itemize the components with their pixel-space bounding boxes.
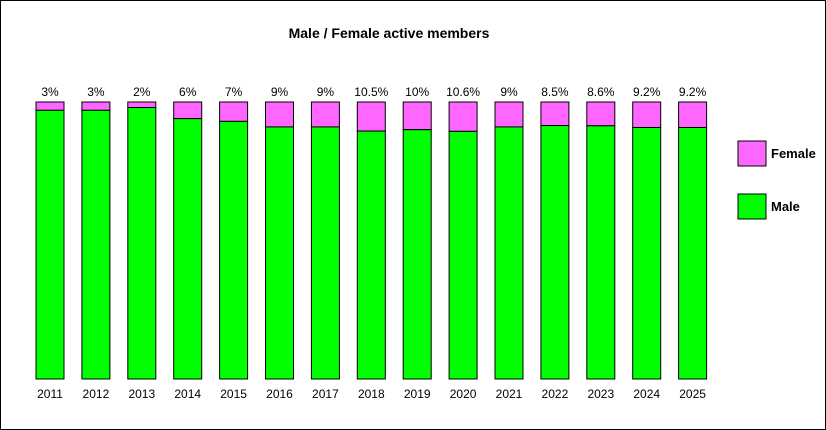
bar-female-2023 — [586, 101, 616, 127]
legend-swatch-female — [737, 140, 767, 167]
bar-female-2022 — [540, 101, 570, 127]
legend: Female Male — [737, 140, 816, 220]
bar-female-2011 — [35, 101, 65, 111]
data-label-2015: 7% — [225, 85, 243, 99]
data-label-2019: 10% — [405, 85, 429, 99]
bar-male-2011 — [35, 109, 65, 380]
data-label-2011: 3% — [41, 85, 59, 99]
x-tick-label-2015: 2015 — [220, 387, 247, 401]
data-label-2022: 8.5% — [541, 85, 569, 99]
bar-female-2018 — [356, 101, 386, 132]
data-label-2016: 9% — [271, 85, 289, 99]
bar-female-2016 — [265, 101, 294, 128]
bar-female-2017 — [310, 101, 340, 128]
bar-female-2013 — [127, 101, 157, 109]
bar-female-2012 — [81, 101, 111, 111]
x-tick-label-2024: 2024 — [633, 387, 660, 401]
bar-female-2024 — [632, 101, 662, 128]
x-tick-label-2016: 2016 — [266, 387, 293, 401]
chart-title: Male / Female active members — [289, 25, 490, 41]
data-label-2012: 3% — [87, 85, 105, 99]
x-tick-label-2013: 2013 — [128, 387, 155, 401]
x-tick-label-2012: 2012 — [83, 387, 110, 401]
data-label-2025: 9.2% — [679, 85, 707, 99]
bar-male-2024 — [632, 126, 662, 380]
bar-male-2022 — [540, 125, 570, 380]
bar-male-2023 — [586, 125, 616, 380]
data-label-2017: 9% — [317, 85, 335, 99]
data-label-2014: 6% — [179, 85, 197, 99]
bar-male-2021 — [494, 126, 524, 380]
bar-male-2015 — [219, 120, 249, 380]
x-tick-label-2011: 2011 — [37, 387, 63, 401]
x-tick-label-2017: 2017 — [312, 387, 339, 401]
bar-male-2014 — [173, 118, 203, 380]
legend-label-female: Female — [771, 146, 816, 161]
bar-male-2018 — [356, 130, 386, 380]
bar-female-2025 — [678, 101, 708, 128]
bar-female-2019 — [402, 101, 432, 131]
x-tick-label-2014: 2014 — [174, 387, 201, 401]
legend-swatch-male — [737, 193, 767, 220]
x-tick-label-2021: 2021 — [496, 387, 523, 401]
bar-male-2016 — [265, 126, 294, 380]
x-tick-label-2020: 2020 — [450, 387, 477, 401]
data-label-2013: 2% — [133, 85, 151, 99]
data-label-2023: 8.6% — [587, 85, 615, 99]
bar-female-2014 — [173, 101, 203, 120]
bar-male-2019 — [402, 129, 432, 380]
data-label-2024: 9.2% — [633, 85, 661, 99]
legend-label-male: Male — [771, 199, 800, 214]
data-labels-group: 3% 3% 2% 6% 7% 9% 9% 10.5% 10% 10.6% 9% 8.5% 8.6% 9.2… — [41, 85, 706, 99]
data-label-2018: 10.5% — [354, 85, 388, 99]
bars-group — [35, 101, 708, 380]
bar-male-2025 — [678, 126, 708, 380]
x-tick-label-2018: 2018 — [358, 387, 385, 401]
bar-female-2020 — [448, 101, 478, 132]
bar-male-2013 — [127, 107, 157, 380]
x-tick-label-2025: 2025 — [679, 387, 706, 401]
x-tick-label-2022: 2022 — [542, 387, 569, 401]
data-label-2021: 9% — [500, 85, 518, 99]
x-axis-ticks: 2011 2012 2013 2014 2015 2016 2017 2018 2019 2020… — [37, 387, 706, 401]
bar-male-2017 — [310, 126, 340, 380]
x-tick-label-2023: 2023 — [587, 387, 614, 401]
data-label-2020: 10.6% — [446, 85, 480, 99]
bar-female-2021 — [494, 101, 524, 128]
bar-female-2015 — [219, 101, 249, 122]
bar-male-2020 — [448, 130, 478, 380]
bar-male-2012 — [81, 109, 111, 380]
x-tick-label-2019: 2019 — [404, 387, 431, 401]
